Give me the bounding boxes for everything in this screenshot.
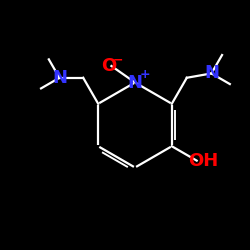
- Text: OH: OH: [188, 152, 219, 170]
- Text: N: N: [128, 74, 142, 92]
- Text: N: N: [204, 64, 219, 82]
- Text: N: N: [52, 69, 67, 87]
- Text: O: O: [101, 57, 116, 75]
- Text: +: +: [139, 68, 150, 82]
- Text: −: −: [112, 53, 123, 66]
